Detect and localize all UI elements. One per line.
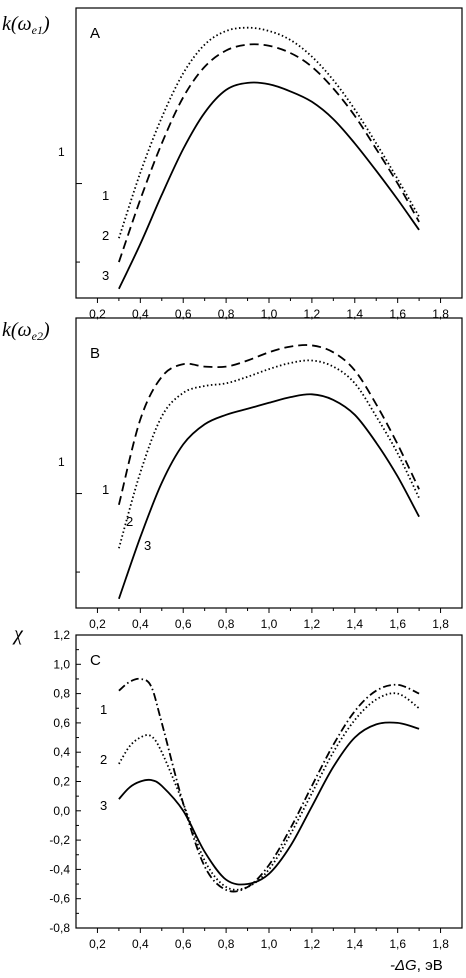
x-tick-label: 1,8 <box>432 937 449 951</box>
x-tick-label: 1,6 <box>389 937 406 951</box>
panel-c: χ C -0,8 -0,6 -0,4 -0,2 0,0 0,2 0,4 0,6 0,8 1,0 1,… <box>12 623 463 974</box>
panel-c-xlabel-main: -ΔG <box>390 957 417 974</box>
x-tick-label: 1,2 <box>304 937 321 951</box>
panel-a-letter: A <box>90 25 100 42</box>
x-tick-label: 1,4 <box>346 617 363 631</box>
x-tick-label: 1,8 <box>432 617 449 631</box>
x-tick-label: 1,4 <box>346 307 363 321</box>
panel-b-letter: B <box>90 345 100 362</box>
x-tick-label: 0,4 <box>132 617 149 631</box>
x-tick-label: 1,0 <box>261 307 278 321</box>
panel-c-letter: C <box>90 652 101 669</box>
panel-b-ylabel: k(ωe2) <box>2 319 50 343</box>
panel-b-frame <box>75 317 463 609</box>
panel-b-x-ticks: 0,2 0,4 0,6 0,8 1,0 1,2 1,4 1,6 1,8 <box>76 493 449 631</box>
x-tick-label: 1,6 <box>389 307 406 321</box>
x-tick-label: 0,8 <box>218 307 235 321</box>
series-2-line <box>118 692 420 891</box>
panel-a-label-3: 3 <box>102 268 109 283</box>
panel-a: A k(ωe1) 1 0,2 0,4 0,6 0,8 1,0 1,2 1,4 1,6 1,8 1… <box>2 7 463 321</box>
panel-b-label-2: 2 <box>126 514 133 529</box>
panel-c-curves <box>118 677 420 893</box>
x-tick-label: 0,4 <box>132 937 149 951</box>
x-tick-label: 1,0 <box>261 617 278 631</box>
y-tick-label: -0,4 <box>49 862 70 876</box>
x-tick-label: 1,0 <box>261 937 278 951</box>
series-3-line <box>118 721 420 886</box>
x-tick-label: 1,6 <box>389 617 406 631</box>
panel-b-ylabel-sub: e2 <box>32 329 43 343</box>
y-tick-label: 0,2 <box>53 775 70 789</box>
panel-b-label-3: 3 <box>144 538 151 553</box>
panel-c-label-2: 2 <box>100 752 107 767</box>
y-tick-label: -0,8 <box>49 921 70 935</box>
panel-c-xlabel: -ΔG, эВ <box>390 957 443 974</box>
x-tick-label: 0,8 <box>218 937 235 951</box>
panel-c-label-1: 1 <box>100 702 107 717</box>
panel-c-xlabel-unit: , эВ <box>417 957 443 974</box>
x-tick-label: 0,2 <box>89 307 106 321</box>
panel-a-label-1: 1 <box>102 188 109 203</box>
x-tick-label: 0,4 <box>132 307 149 321</box>
series-2-line <box>118 359 420 549</box>
panel-b-ylabel-main: k(ω <box>2 319 32 341</box>
y-tick-label: 1,0 <box>53 657 70 671</box>
panel-a-curves <box>118 26 420 290</box>
x-tick-label: 1,8 <box>432 307 449 321</box>
x-tick-label: 1,2 <box>304 617 321 631</box>
panel-c-y-ticks: -0,8 -0,6 -0,4 -0,2 0,0 0,2 0,4 0,6 0,8 1,0 1,2 <box>49 628 81 935</box>
panel-a-ylabel-close: ) <box>42 13 50 35</box>
y-tick-label: 0,4 <box>53 745 70 759</box>
series-1-line <box>118 344 420 506</box>
panel-c-ylabel: χ <box>12 623 24 645</box>
x-tick-label: 0,6 <box>175 307 192 321</box>
series-1-line <box>118 677 420 893</box>
x-tick-label: 0,6 <box>175 937 192 951</box>
x-tick-label: 0,8 <box>218 617 235 631</box>
x-tick-label: 1,2 <box>304 307 321 321</box>
panel-a-ylabel-main: k(ω <box>2 13 32 35</box>
panel-b: B k(ωe2) 1 0,2 0,4 0,6 0,8 1,0 1,2 1,4 1,6 1,8 1… <box>2 317 463 631</box>
series-2-line <box>118 43 420 263</box>
x-tick-label: 0,2 <box>89 617 106 631</box>
x-tick-label: 0,6 <box>175 617 192 631</box>
panel-a-label-2: 2 <box>102 228 109 243</box>
y-tick-label: 0,6 <box>53 716 70 730</box>
series-1-line <box>118 26 420 239</box>
panel-b-label-1: 1 <box>102 482 109 497</box>
panel-c-label-3: 3 <box>100 798 107 813</box>
y-tick-label: 1,2 <box>53 628 70 642</box>
panel-b-ylabel-close: ) <box>42 319 50 341</box>
panel-a-frame <box>75 7 463 299</box>
panel-b-curves <box>118 344 420 600</box>
panel-a-x-ticks: 0,2 0,4 0,6 0,8 1,0 1,2 1,4 1,6 1,8 <box>76 183 449 321</box>
y-tick-label: 0,8 <box>53 687 70 701</box>
x-tick-label: 0,2 <box>89 937 106 951</box>
panel-b-y-tick-label: 1 <box>58 455 65 469</box>
series-3-line <box>118 393 420 600</box>
y-tick-label: 0,0 <box>53 804 70 818</box>
series-3-line <box>118 81 420 290</box>
panel-a-ylabel: k(ωe1) <box>2 13 50 37</box>
panel-a-y-tick-label: 1 <box>58 145 65 159</box>
y-tick-label: -0,6 <box>49 892 70 906</box>
panel-a-ylabel-sub: e1 <box>32 23 43 37</box>
y-tick-label: -0,2 <box>49 833 70 847</box>
x-tick-label: 1,4 <box>346 937 363 951</box>
panel-c-x-ticks: 0,2 0,4 0,6 0,8 1,0 1,2 1,4 1,6 1,8 <box>89 928 449 951</box>
